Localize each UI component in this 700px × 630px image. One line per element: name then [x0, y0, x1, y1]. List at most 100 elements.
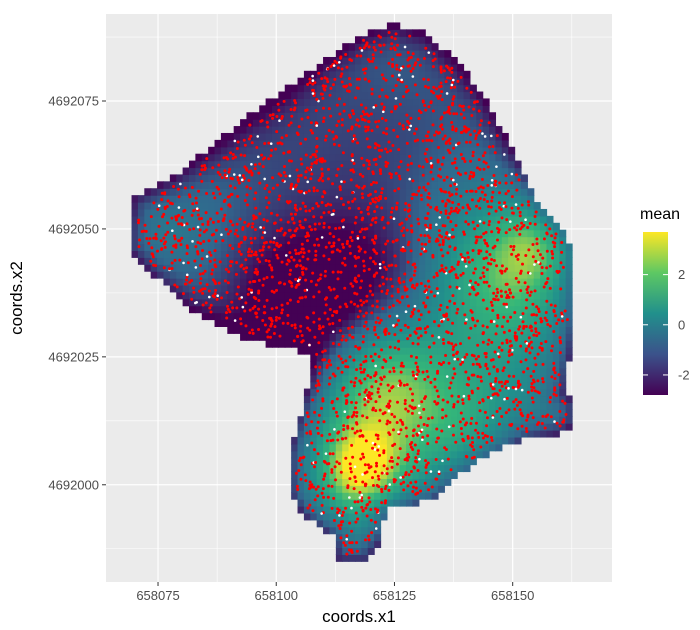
red-point — [336, 438, 340, 442]
heatmap-cell — [406, 333, 414, 341]
heatmap-cell — [380, 464, 388, 473]
red-point — [379, 197, 383, 201]
heatmap-cell — [323, 319, 331, 327]
heatmap-cell — [367, 540, 375, 549]
heatmap-cell — [380, 271, 388, 279]
heatmap-cell — [361, 492, 369, 500]
red-point — [438, 308, 442, 312]
red-point — [390, 465, 394, 469]
heatmap-cell — [361, 347, 369, 355]
heatmap-cell — [208, 160, 216, 169]
heatmap-cell — [348, 181, 356, 189]
heatmap-cell — [354, 354, 362, 362]
red-point — [369, 518, 373, 522]
red-point — [381, 307, 385, 311]
heatmap-cell — [469, 436, 477, 445]
heatmap-cell — [431, 464, 439, 473]
heatmap-cell — [380, 195, 388, 203]
heatmap-cell — [437, 56, 445, 65]
red-point — [346, 129, 350, 133]
heatmap-cell — [540, 229, 548, 238]
red-point — [449, 220, 453, 224]
heatmap-cell — [565, 257, 573, 265]
heatmap-cell — [533, 215, 541, 224]
red-point — [425, 138, 429, 142]
red-point — [348, 333, 352, 337]
red-point — [320, 433, 324, 437]
red-point — [225, 253, 229, 257]
heatmap-cell — [450, 126, 458, 134]
heatmap-cell — [188, 202, 196, 210]
heatmap-cell — [252, 222, 260, 231]
heatmap-cell — [463, 374, 471, 383]
heatmap-cell — [527, 381, 535, 390]
red-point — [298, 207, 302, 211]
red-point — [300, 334, 304, 338]
heatmap-cell — [233, 188, 241, 196]
heatmap-cell — [469, 326, 477, 334]
red-point — [380, 218, 384, 222]
heatmap-cell — [476, 450, 484, 459]
heatmap-cell — [380, 457, 388, 466]
heatmap-cell — [329, 443, 337, 452]
red-point — [341, 203, 345, 207]
heatmap-cell — [431, 264, 439, 272]
red-point — [550, 344, 554, 348]
heatmap-cell — [380, 374, 388, 383]
heatmap-cell — [527, 340, 535, 348]
heatmap-cell — [476, 236, 484, 245]
heatmap-cell — [342, 160, 350, 169]
red-point — [458, 104, 462, 108]
heatmap-cell — [297, 499, 305, 507]
heatmap-cell — [495, 298, 503, 307]
heatmap-cell — [501, 298, 509, 307]
heatmap-cell — [291, 326, 299, 334]
heatmap-cell — [195, 208, 203, 217]
heatmap-cell — [450, 354, 458, 362]
heatmap-cell — [450, 347, 458, 355]
heatmap-cell — [335, 298, 343, 307]
red-point — [558, 410, 562, 414]
heatmap-cell — [418, 70, 426, 79]
heatmap-cell — [220, 298, 228, 307]
heatmap-cell — [240, 236, 248, 245]
red-point — [247, 137, 251, 141]
heatmap-cell — [482, 188, 490, 196]
heatmap-cell — [323, 284, 331, 293]
red-point — [379, 194, 383, 198]
heatmap-cell — [386, 167, 394, 176]
red-point — [451, 228, 455, 232]
heatmap-cell — [393, 388, 401, 397]
heatmap-cell — [310, 250, 318, 258]
heatmap-cell — [323, 457, 331, 466]
heatmap-cell — [386, 450, 394, 459]
heatmap-cell — [310, 160, 318, 169]
heatmap-cell — [310, 298, 318, 307]
heatmap-cell — [163, 271, 171, 279]
heatmap-cell — [303, 326, 311, 334]
heatmap-cell — [240, 271, 248, 279]
heatmap-cell — [386, 278, 394, 286]
heatmap-cell — [335, 388, 343, 397]
heatmap-cell — [457, 105, 465, 113]
red-point — [409, 469, 413, 473]
red-point — [474, 428, 478, 432]
red-point — [390, 210, 394, 214]
red-point — [263, 156, 267, 160]
red-point — [376, 448, 380, 452]
heatmap-cell — [393, 278, 401, 286]
red-point — [367, 145, 371, 149]
heatmap-cell — [310, 105, 318, 113]
red-point — [204, 301, 208, 305]
heatmap-cell — [565, 333, 573, 341]
heatmap-cell — [508, 271, 516, 279]
heatmap-cell — [259, 222, 267, 231]
heatmap-cell — [540, 333, 548, 341]
heatmap-cell — [406, 36, 414, 44]
red-point — [424, 46, 428, 50]
white-point — [343, 410, 347, 414]
heatmap-cell — [265, 105, 273, 113]
heatmap-cell — [271, 119, 279, 127]
heatmap-cell — [425, 388, 433, 397]
red-point — [398, 177, 402, 181]
